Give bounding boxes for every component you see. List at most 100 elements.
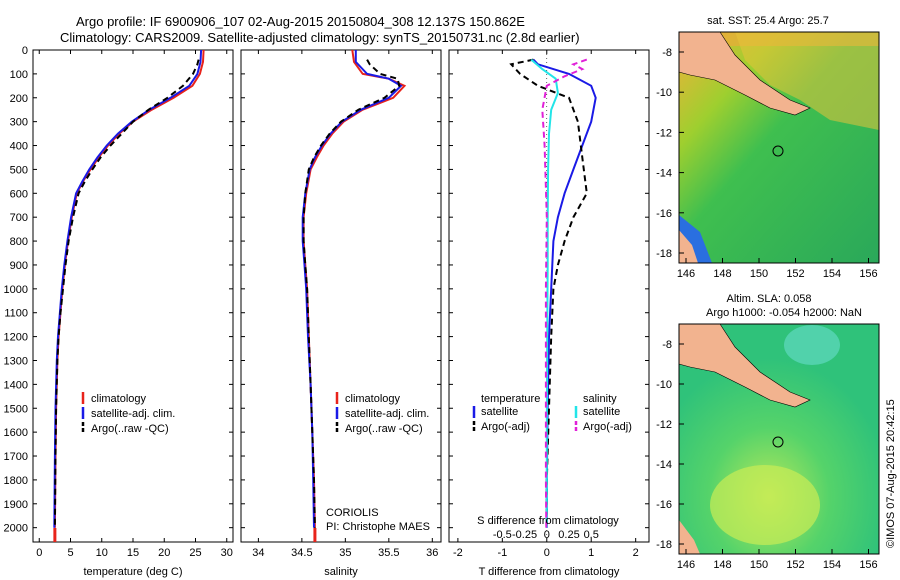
sla-land-aus — [679, 520, 700, 554]
legend-temp-title: temperature — [481, 393, 540, 405]
figure-title-line1: Argo profile: IF 6900906_107 02-Aug-2015… — [76, 14, 525, 29]
salinity-xlabel: salinity — [324, 566, 358, 578]
series-argo — [53, 59, 200, 528]
lon-tick-label: 150 — [750, 559, 768, 571]
xtick-label: 15 — [127, 547, 139, 559]
sla-argo-position — [772, 436, 784, 448]
legend-s-argo: Argo(-adj) — [583, 421, 632, 433]
sst-land-png — [678, 31, 811, 116]
legend-label: satellite-adj. clim. — [345, 408, 429, 420]
series-climatology — [302, 49, 407, 528]
legend-sal-title: salinity — [583, 393, 617, 405]
lon-tick-label: 156 — [859, 559, 877, 571]
lat-tick-label: -16 — [656, 499, 672, 511]
ytick-label: 1100 — [4, 308, 28, 320]
legend-s-satellite: satellite — [583, 406, 620, 418]
salinity-xticks: 34 34.5 35 35.5 36 — [252, 50, 438, 559]
salinity-series — [241, 49, 441, 542]
sla-map-title2: Argo h1000: -0.054 h2000: NaN — [706, 307, 862, 319]
ytick-label: 600 — [10, 188, 28, 200]
ytick-label: 500 — [10, 164, 28, 176]
lat-tick-label: -14 — [656, 459, 672, 471]
sst-warm-region — [679, 32, 879, 130]
ytick-label: 700 — [10, 212, 28, 224]
sst-lat-ticks: -8 -10 -12 -14 -16 -18 — [656, 47, 684, 260]
lat-tick-label: -10 — [656, 379, 672, 391]
sla-map-frame — [678, 323, 880, 555]
imos-timestamp: ©IMOS 07-Aug-2015 20:42:15 — [885, 399, 897, 548]
sla-map: Altim. SLA: 0.058 Argo h1000: -0.054 h20… — [656, 293, 880, 571]
stick-label: 0 — [544, 529, 550, 541]
temperature-xlabel: temperature (deg C) — [83, 566, 182, 578]
legend-label: climatology — [91, 393, 147, 405]
xtick-label: 34.5 — [291, 547, 312, 559]
sla-land-png — [678, 323, 811, 408]
depth-yticks: 0 100 200 300 400 500 600 700 800 900 1000 1100 1200… — [4, 45, 28, 535]
ytick-label: 800 — [10, 236, 28, 248]
stick-label: 0.5 — [584, 529, 599, 541]
xtick-label: 0 — [544, 547, 550, 559]
xtick-label: 36 — [426, 547, 438, 559]
coriolis-label: CORIOLIS — [326, 507, 379, 519]
lon-tick-label: 154 — [823, 268, 841, 280]
difference-plot-frame — [448, 49, 650, 543]
ytick-label: 1600 — [4, 427, 28, 439]
sst-argo-position — [772, 145, 784, 157]
legend-label: Argo(..raw -QC) — [91, 423, 169, 435]
xtick-label: 10 — [96, 547, 108, 559]
lat-tick-label: -14 — [656, 168, 672, 180]
series-climatology — [53, 49, 205, 528]
ytick-label: 200 — [10, 93, 28, 105]
ytick-label: 300 — [10, 117, 28, 129]
sst-land-aus — [679, 230, 698, 263]
lon-tick-label: 146 — [677, 268, 695, 280]
stick-label: 0.25 — [558, 529, 579, 541]
temperature-panel: 0 5 10 15 20 25 30 0 100 200 300 400 500 600 700 800 90… — [4, 45, 234, 578]
ytick-label: 900 — [10, 260, 28, 272]
series-argo — [302, 59, 401, 528]
ytick-label: 1800 — [4, 475, 28, 487]
ytick-label: 1900 — [4, 499, 28, 511]
lat-tick-label: -18 — [656, 248, 672, 260]
sst-map-frame — [678, 31, 880, 264]
difference-legend: temperature salinity satellite Argo(-adj… — [472, 393, 632, 433]
salinity-plot-frame — [240, 49, 442, 543]
ytick-label: 1400 — [4, 379, 28, 391]
tdiff-xlabel: T difference from climatology — [479, 566, 620, 578]
lat-tick-label: -12 — [656, 419, 672, 431]
ytick-label: 1000 — [4, 284, 28, 296]
xtick-label: -1 — [497, 547, 507, 559]
xtick-label: 20 — [158, 547, 170, 559]
legend-label: climatology — [345, 393, 401, 405]
lon-tick-label: 150 — [750, 268, 768, 280]
xtick-label: 5 — [67, 547, 73, 559]
legend-t-satellite: satellite — [481, 406, 518, 418]
series-t-satellite — [532, 58, 597, 528]
xtick-label: 0 — [36, 547, 42, 559]
tdiff-xticks: -2 -1 0 1 2 — [453, 50, 639, 559]
stick-label: -0.5 — [493, 529, 512, 541]
sst-lon-ticks: 146 148 150 152 154 156 — [677, 258, 878, 280]
lat-tick-label: -8 — [662, 47, 672, 59]
sla-map-title1: Altim. SLA: 0.058 — [727, 293, 812, 305]
sdiff-xlabel: S difference from climatology — [477, 515, 619, 527]
lat-tick-label: -16 — [656, 208, 672, 220]
legend-t-argo: Argo(-adj) — [481, 421, 530, 433]
lat-tick-label: -18 — [656, 539, 672, 551]
sst-map-title: sat. SST: 25.4 Argo: 25.7 — [707, 15, 829, 27]
temperature-xticks: 0 5 10 15 20 25 30 — [36, 50, 233, 559]
xtick-label: 35.5 — [378, 547, 399, 559]
temperature-plot-frame — [32, 49, 234, 543]
ytick-label: 1700 — [4, 451, 28, 463]
xtick-label: -2 — [453, 547, 463, 559]
lat-tick-label: -8 — [662, 339, 672, 351]
sst-map: sat. SST: 25.4 Argo: 25.7 -8 -10 -12 -14 -16… — [656, 15, 880, 280]
sla-yellow-anomaly — [710, 465, 820, 545]
xtick-label: 35 — [339, 547, 351, 559]
lon-tick-label: 152 — [786, 559, 804, 571]
legend-label: Argo(..raw -QC) — [345, 423, 423, 435]
xtick-label: 34 — [252, 547, 264, 559]
lon-tick-label: 154 — [823, 559, 841, 571]
xtick-label: 1 — [588, 547, 594, 559]
